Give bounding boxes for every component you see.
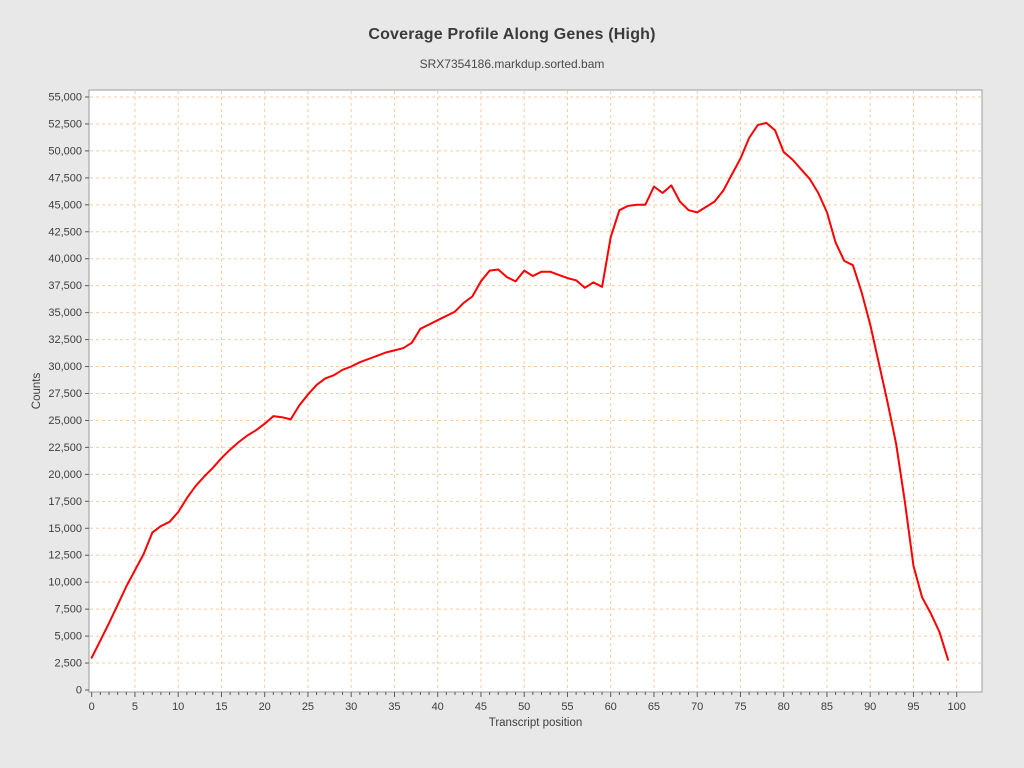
x-tick-label: 75 xyxy=(734,701,746,713)
y-tick-label: 47,500 xyxy=(48,172,82,184)
y-tick-label: 37,500 xyxy=(48,280,82,292)
y-tick-label: 10,000 xyxy=(48,577,82,589)
y-tick-label: 20,000 xyxy=(48,469,82,481)
y-tick-label: 17,500 xyxy=(48,496,82,508)
x-tick-label: 45 xyxy=(475,701,487,713)
plot-area xyxy=(88,89,983,693)
y-tick-label: 45,000 xyxy=(48,199,82,211)
y-tick-label: 40,000 xyxy=(48,253,82,265)
x-tick-label: 50 xyxy=(518,701,530,713)
x-tick-label: 35 xyxy=(388,701,400,713)
y-tick-label: 12,500 xyxy=(48,550,82,562)
x-tick-label: 0 xyxy=(89,701,95,713)
x-tick-label: 90 xyxy=(864,701,876,713)
y-tick-label: 50,000 xyxy=(48,145,82,157)
y-tick-label: 32,500 xyxy=(48,334,82,346)
y-tick-label: 0 xyxy=(76,685,82,697)
y-tick-label: 35,000 xyxy=(48,307,82,319)
y-tick-label: 5,000 xyxy=(54,631,82,643)
x-tick-label: 70 xyxy=(691,701,703,713)
x-tick-label: 30 xyxy=(345,701,357,713)
x-tick-label: 55 xyxy=(561,701,573,713)
y-tick-label: 42,500 xyxy=(48,226,82,238)
y-tick-label: 22,500 xyxy=(48,442,82,454)
x-tick-label: 95 xyxy=(907,701,919,713)
x-tick-label: 5 xyxy=(132,701,138,713)
x-tick-label: 100 xyxy=(948,701,966,713)
x-tick-label: 85 xyxy=(821,701,833,713)
x-tick-label: 40 xyxy=(432,701,444,713)
y-tick-label: 15,000 xyxy=(48,523,82,535)
y-tick-label: 7,500 xyxy=(54,604,82,616)
x-tick-label: 25 xyxy=(302,701,314,713)
y-tick-label: 2,500 xyxy=(54,658,82,670)
coverage-line xyxy=(90,121,950,661)
x-tick-label: 20 xyxy=(259,701,271,713)
x-tick-label: 65 xyxy=(648,701,660,713)
y-axis-title: Counts xyxy=(31,373,43,410)
chart-subtitle: SRX7354186.markdup.sorted.bam xyxy=(419,57,605,71)
x-tick-label: 80 xyxy=(778,701,790,713)
y-tick-label: 27,500 xyxy=(48,388,82,400)
y-tick-label: 30,000 xyxy=(48,361,82,373)
x-axis-title: Transcript position xyxy=(489,717,583,729)
x-tick-label: 15 xyxy=(215,701,227,713)
y-tick-label: 52,500 xyxy=(48,118,82,130)
x-tick-label: 60 xyxy=(605,701,617,713)
x-tick-label: 10 xyxy=(172,701,184,713)
chart-title: Coverage Profile Along Genes (High) xyxy=(368,26,656,43)
y-tick-label: 25,000 xyxy=(48,415,82,427)
y-tick-label: 55,000 xyxy=(48,92,82,104)
